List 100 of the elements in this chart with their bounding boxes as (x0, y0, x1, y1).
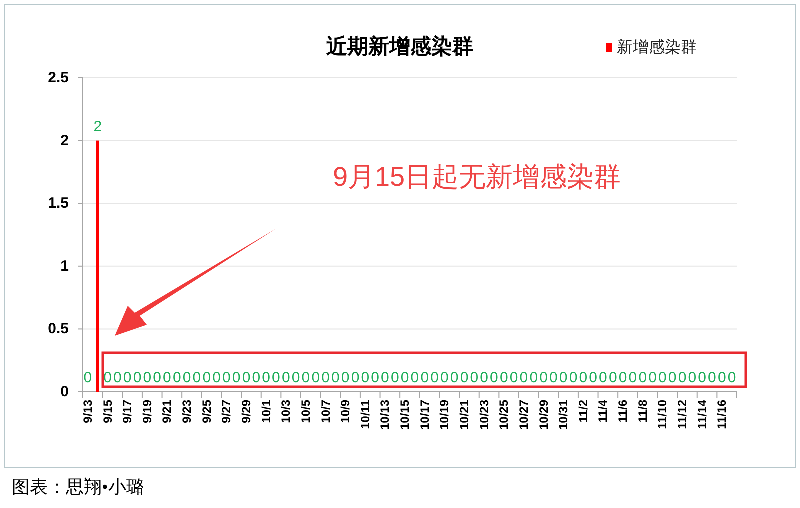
data-label: 0 (114, 370, 122, 386)
text: 图表：思翔•小璐 (12, 477, 144, 497)
data-label: 0 (440, 370, 449, 386)
data-label: 0 (608, 370, 618, 386)
x-tick-label: 11/12 (676, 400, 690, 430)
data-label: 0 (232, 370, 241, 386)
data-label: 0 (341, 370, 350, 386)
y-tick-label: 2.5 (48, 70, 69, 86)
x-tick-label: 11/2 (576, 400, 590, 423)
data-label: 0 (420, 370, 430, 386)
data-label: 0 (143, 370, 152, 386)
x-tick-label: 9/17 (120, 400, 135, 424)
x-tick-label: 9/19 (140, 400, 154, 424)
data-label: 0 (430, 370, 439, 386)
x-tick-label: 10/19 (438, 400, 452, 430)
x-tick-label: 10/23 (477, 400, 492, 430)
data-label: 0 (410, 370, 420, 386)
data-label: 0 (272, 370, 280, 386)
data-label: 0 (351, 370, 360, 386)
x-tick-label: 9/23 (180, 400, 194, 424)
data-label: 0 (192, 370, 202, 386)
x-tick-label: 9/29 (240, 400, 254, 424)
data-label: 0 (371, 370, 380, 386)
data-label: 0 (599, 370, 608, 386)
x-tick-label: 11/6 (616, 400, 630, 423)
data-label: 0 (381, 370, 390, 386)
data-label: 0 (400, 370, 410, 386)
x-tick-label: 10/21 (458, 400, 472, 430)
data-label: 0 (123, 370, 132, 386)
data-label: 0 (569, 370, 578, 386)
x-tick-label: 9/13 (80, 400, 95, 424)
x-tick-label: 10/27 (516, 400, 531, 430)
annotation: 9月15日起无新增感染群 (332, 162, 622, 192)
data-label: 0 (332, 370, 340, 386)
x-tick-label: 10/11 (358, 400, 372, 430)
data-label: 0 (133, 370, 142, 386)
x-tick-label: 10/9 (338, 400, 353, 424)
x-tick-label: 10/1 (259, 400, 274, 424)
data-label: 0 (668, 370, 677, 386)
y-tick-label: 1.5 (48, 195, 69, 212)
data-label: 0 (222, 370, 231, 386)
y-tick-label: 0 (60, 384, 69, 400)
data-label: 0 (361, 370, 370, 386)
data-label: 0 (242, 370, 251, 386)
data-label: 0 (470, 370, 479, 386)
data-label: 0 (480, 370, 488, 386)
x-tick-label: 10/29 (536, 400, 551, 430)
data-label: 0 (530, 370, 538, 386)
x-tick-label: 11/4 (596, 400, 610, 423)
data-label: 0 (579, 370, 588, 386)
x-tick-label: 10/15 (398, 400, 412, 430)
data-label: 0 (708, 370, 716, 386)
data-label: 0 (312, 370, 320, 386)
x-tick-label: 10/25 (497, 400, 512, 430)
data-label: 0 (390, 370, 400, 386)
data-label: 0 (678, 370, 687, 386)
data-label: 0 (84, 370, 92, 386)
x-tick-label: 10/13 (378, 400, 392, 430)
data-label: 0 (520, 370, 528, 386)
data-label: 0 (172, 370, 182, 386)
data-label: 0 (638, 370, 648, 386)
data-label: 0 (322, 370, 330, 386)
data-label: 0 (153, 370, 162, 386)
data-label: 0 (648, 370, 657, 386)
data-label: 0 (728, 370, 736, 386)
data-label: 0 (302, 370, 310, 386)
data-label: 0 (658, 370, 667, 386)
x-tick-label: 11/10 (656, 400, 670, 430)
x-tick-label: 11/8 (636, 400, 650, 423)
y-tick-label: 1 (60, 258, 69, 275)
data-label: 0 (460, 370, 469, 386)
data-label: 0 (292, 370, 300, 386)
data-label: 0 (698, 370, 706, 386)
data-label: 0 (104, 370, 112, 386)
data-label: 0 (212, 370, 221, 386)
data-label: 0 (628, 370, 638, 386)
data-label: 0 (450, 370, 459, 386)
x-tick-label: 10/17 (418, 400, 432, 430)
data-label: 0 (262, 370, 270, 386)
chart-title: 近期新增感染群 (326, 34, 474, 58)
data-label: 0 (559, 370, 568, 386)
data-label: 0 (182, 370, 192, 386)
x-tick-label: 10/31 (556, 400, 571, 430)
data-label: 0 (618, 370, 628, 386)
data-label: 2 (94, 118, 102, 136)
data-label: 0 (589, 370, 598, 386)
data-label: 0 (510, 370, 518, 386)
x-tick-label: 9/27 (220, 400, 234, 424)
data-label: 0 (500, 370, 508, 386)
x-tick-label: 10/3 (279, 400, 294, 424)
data-label: 0 (252, 370, 261, 386)
x-tick-label: 11/16 (715, 400, 730, 430)
legend-label: 新增感染群 (617, 38, 697, 56)
data-label: 0 (550, 370, 558, 386)
x-tick-label: 9/21 (160, 400, 174, 424)
y-tick-label: 2 (60, 132, 69, 150)
data-label: 0 (540, 370, 548, 386)
y-tick-label: 0.5 (48, 320, 69, 338)
x-tick-label: 9/25 (200, 400, 214, 424)
data-label: 0 (163, 370, 172, 386)
